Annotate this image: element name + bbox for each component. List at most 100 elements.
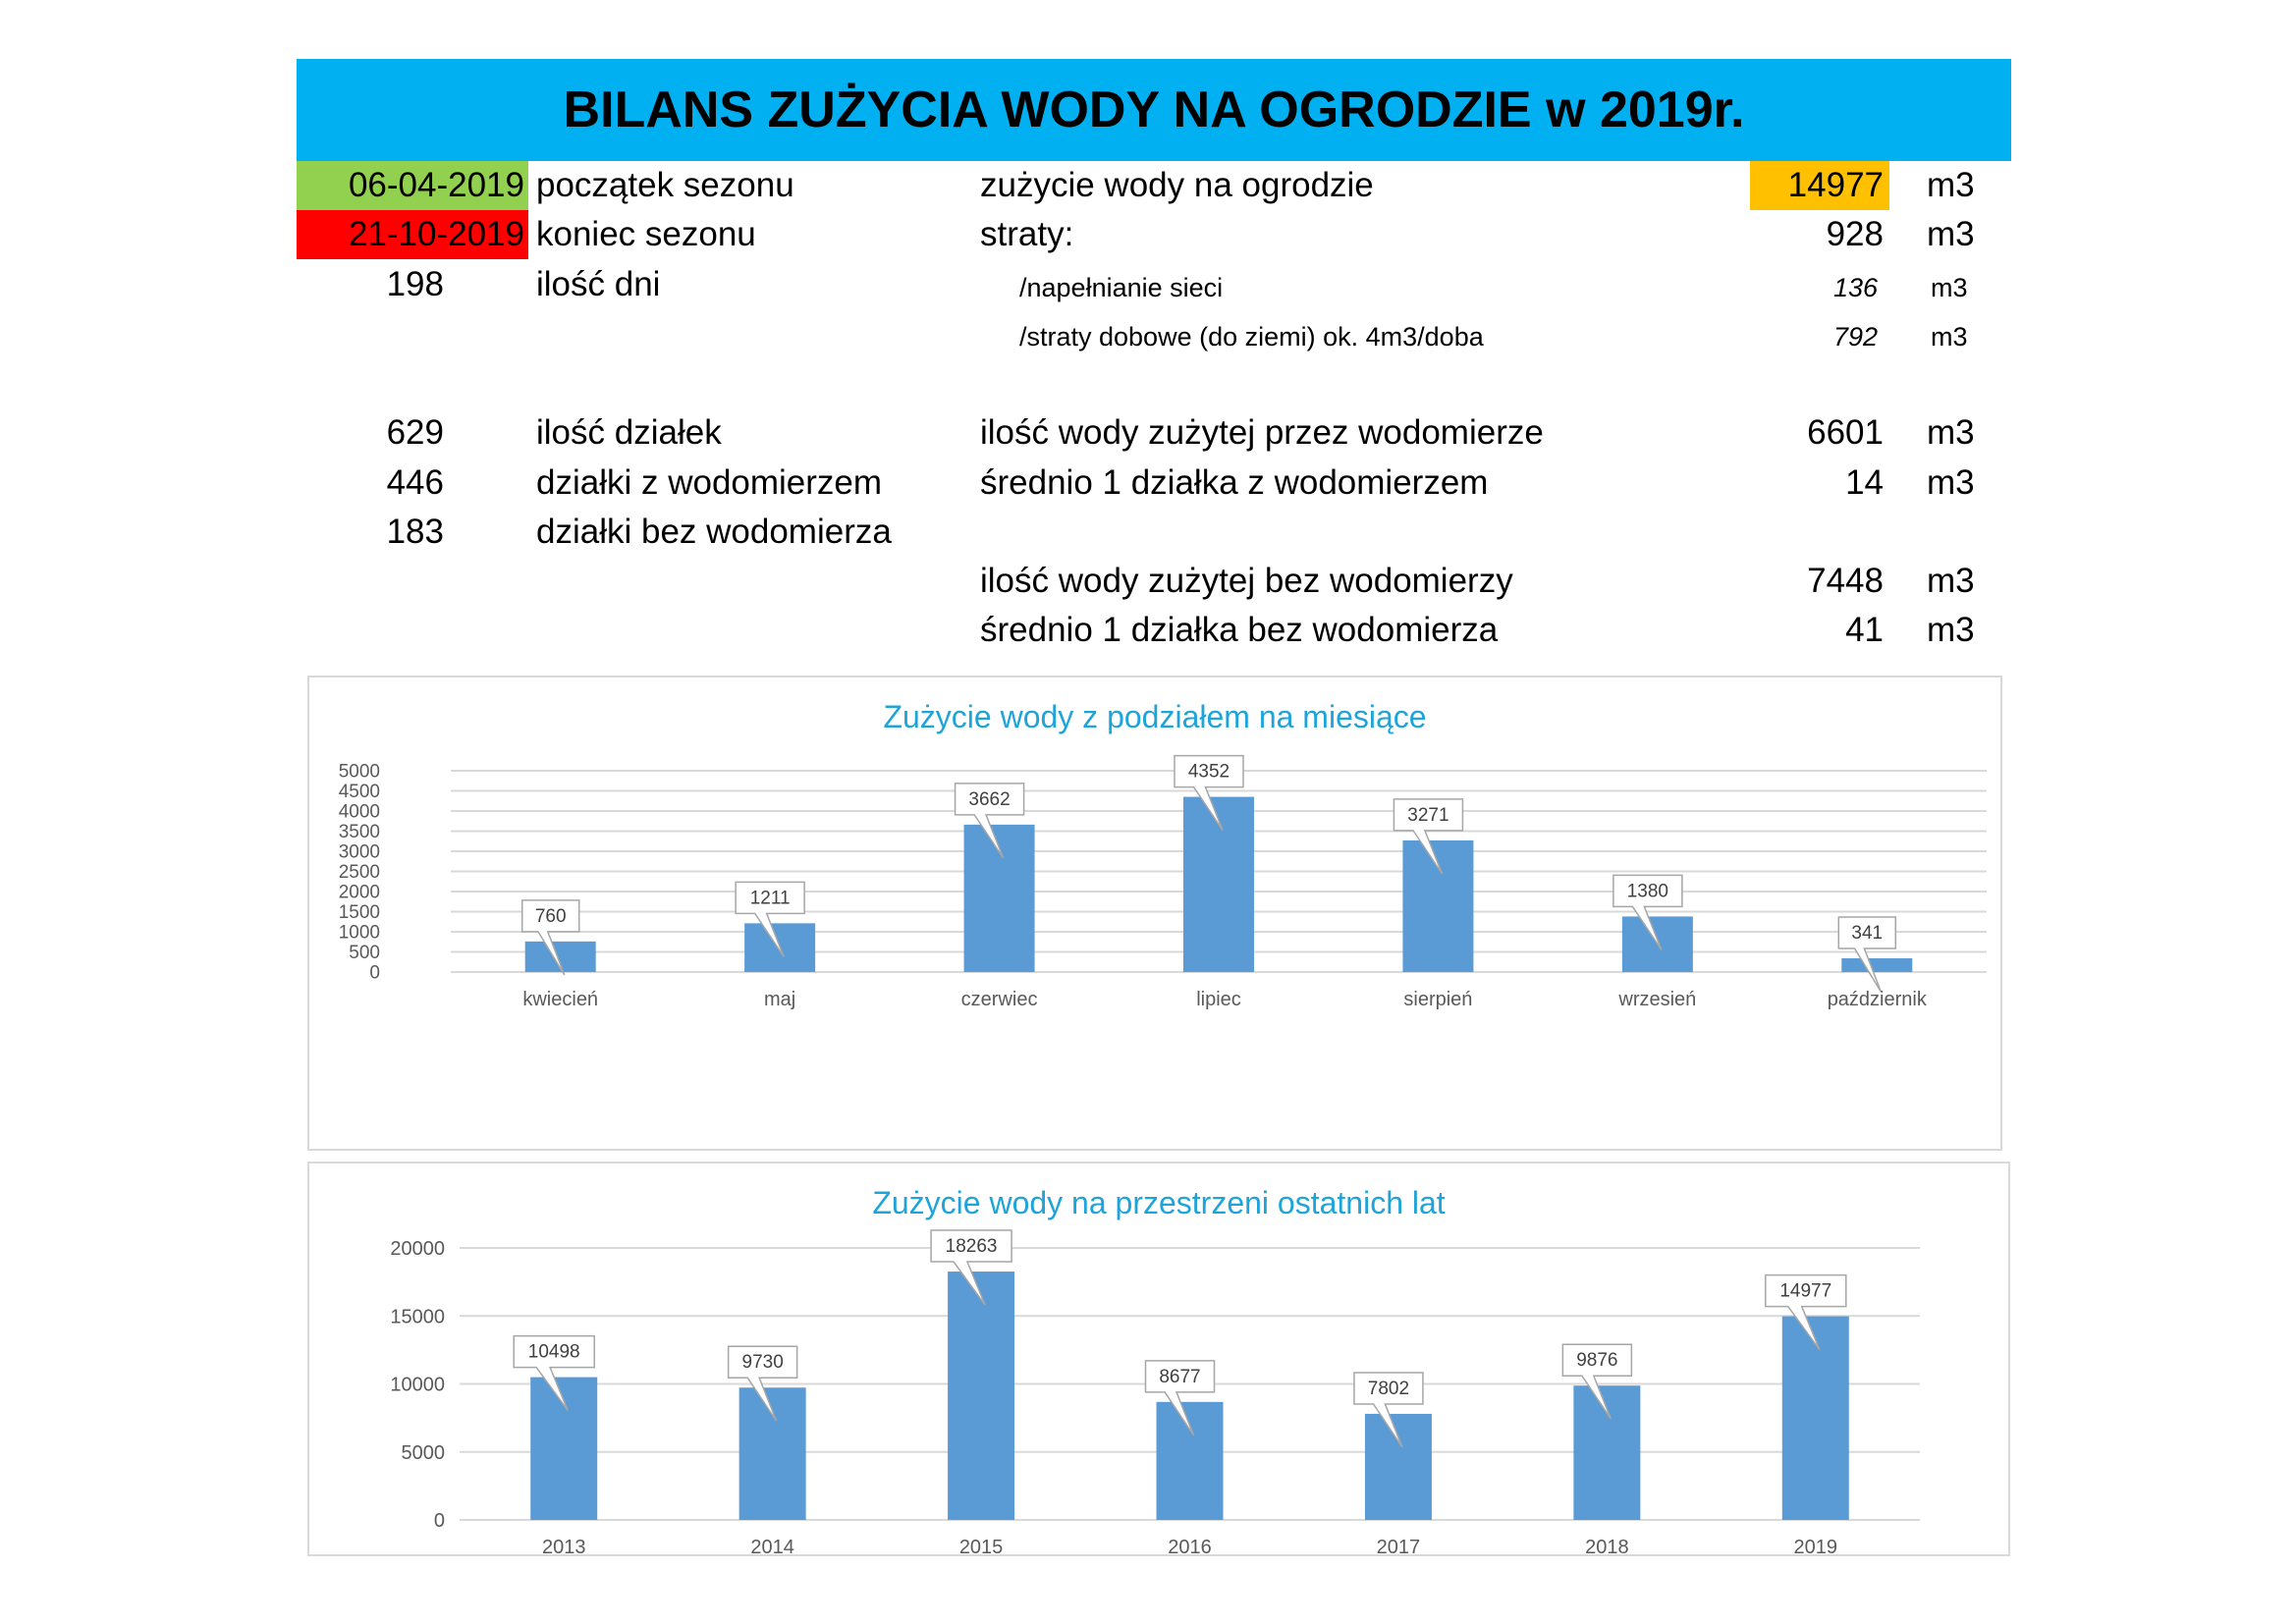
yearly-bar [1364,1413,1432,1520]
monthly-chart-title: Zużycie wody z podziałem na miesiące [883,699,1427,734]
avg-no-meter-label: średnio 1 działka bez wodomierza [980,611,1499,649]
monthly-category-label: wrzesień [1617,989,1696,1010]
yearly-category-label: 2013 [542,1537,586,1558]
monthly-data-label: 3271 [1407,805,1449,826]
monthly-data-label-callout [735,881,805,957]
yearly-y-tick-label: 15000 [390,1306,445,1327]
monthly-chart: Zużycie wody z podziałem na miesiące 0 50… [307,676,2002,1151]
yearly-data-label-callout [1765,1273,1847,1351]
monthly-y-tick-label: 5000 [339,762,380,783]
yearly-bar [738,1387,806,1520]
monthly-y-tick-label: 3500 [339,822,380,842]
yearly-category-label: 2014 [750,1537,794,1558]
losses-label: straty: [980,215,1074,253]
monthly-data-label-callout [1613,874,1683,950]
yearly-chart-title: Zużycie wody na przestrzeni ostatnich la… [872,1185,1446,1220]
yearly-category-label: 2018 [1585,1537,1629,1558]
daily-loss-value: 792 [1832,322,1878,352]
daily-loss-unit: m3 [1931,322,1968,352]
no-meters-usage-value: 7448 [1807,562,1884,600]
season-start-date: 06-04-2019 [297,161,528,210]
losses-value: 928 [1826,215,1884,253]
monthly-y-tick-label: 4500 [339,782,380,802]
yearly-chart-plot: 0 5000 10000 15000 20000 10498 2013 9730 2014 182… [390,1229,1920,1558]
monthly-data-label-callout [1393,798,1464,875]
meters-usage-label: ilość wody zużytej przez wodomierze [980,413,1544,452]
yearly-data-label-callout [513,1334,595,1412]
monthly-data-label: 341 [1851,923,1883,944]
fill-loss-unit: m3 [1931,273,1968,302]
avg-no-meter-value: 41 [1845,611,1884,649]
yearly-y-tick-label: 20000 [390,1238,445,1260]
monthly-category-label: lipiec [1196,989,1241,1010]
season-end-date: 21-10-2019 [297,210,528,259]
yearly-category-label: 2016 [1168,1537,1212,1558]
usage-total-unit: m3 [1927,166,1975,204]
meters-usage-value: 6601 [1807,413,1884,452]
avg-meter-unit: m3 [1927,463,1975,502]
season-start-label: początek sezonu [536,166,794,204]
yearly-bar [1156,1401,1224,1520]
daily-loss-label: /straty dobowe (do ziemi) ok. 4m3/doba [1019,322,1484,352]
monthly-data-label-callout [520,899,580,976]
monthly-y-tick-label: 3000 [339,842,380,863]
fill-loss-value: 136 [1832,273,1878,302]
plots-without-meter-label: działki bez wodomierza [536,513,892,551]
losses-unit: m3 [1927,215,1975,253]
plots-total-value: 629 [386,413,444,452]
yearly-data-label-callout [1144,1360,1216,1436]
yearly-data-label: 18263 [946,1236,998,1257]
avg-meter-label: średnio 1 działka z wodomierzem [980,463,1489,502]
monthly-data-label-callout [1837,916,1897,993]
yearly-data-label-callout [1353,1372,1424,1448]
monthly-data-label: 3662 [968,789,1010,810]
avg-meter-value: 14 [1845,463,1884,502]
yearly-y-tick-label: 5000 [402,1442,446,1464]
yearly-category-label: 2017 [1377,1537,1421,1558]
yearly-data-label: 9876 [1576,1350,1617,1371]
yearly-bar [948,1272,1015,1520]
yearly-data-label: 7802 [1368,1379,1409,1399]
meters-usage-unit: m3 [1927,413,1975,452]
monthly-bar [1841,958,1913,972]
monthly-category-label: czerwiec [961,989,1038,1010]
yearly-data-label-callout [1561,1343,1633,1420]
monthly-y-tick-label: 4000 [339,802,380,823]
usage-total-value: 14977 [1750,161,1889,210]
no-meters-usage-label: ilość wody zużytej bez wodomierzy [980,562,1513,600]
no-meters-usage-unit: m3 [1927,562,1975,600]
monthly-data-label-callout [1174,754,1244,831]
plots-with-meter-label: działki z wodomierzem [536,463,883,502]
monthly-y-tick-label: 1000 [339,923,380,944]
yearly-bar [530,1377,598,1520]
monthly-category-label: sierpień [1403,989,1472,1010]
monthly-data-label: 760 [535,906,567,927]
page-title: BILANS ZUŻYCIA WODY NA OGRODZIE w 2019r. [297,59,2011,161]
monthly-chart-plot: 0500100015002000250030003500400045005000… [339,754,1987,1010]
season-end-label: koniec sezonu [536,215,756,253]
monthly-data-label-callout [954,783,1025,859]
yearly-chart: Zużycie wody na przestrzeni ostatnich la… [307,1162,2010,1558]
yearly-bar [1573,1385,1641,1520]
monthly-y-tick-label: 500 [349,943,380,963]
monthly-data-label: 4352 [1188,762,1230,783]
monthly-data-label: 1211 [750,888,791,908]
monthly-category-label: październik [1828,989,1928,1010]
usage-total-label: zużycie wody na ogrodzie [980,166,1374,204]
season-days-value: 198 [386,265,444,303]
monthly-y-tick-label: 2000 [339,883,380,903]
plots-with-meter-value: 446 [386,463,444,502]
plots-total-label: ilość działek [536,413,722,452]
monthly-y-tick-label: 2500 [339,862,380,883]
monthly-data-label: 1380 [1627,881,1668,901]
plots-without-meter-value: 183 [386,513,444,551]
monthly-bar [1183,796,1254,972]
yearly-data-label-callout [930,1229,1012,1306]
yearly-data-label: 10498 [528,1342,580,1363]
yearly-y-tick-label: 10000 [390,1375,445,1396]
yearly-data-label: 8677 [1159,1367,1200,1387]
yearly-category-label: 2019 [1794,1537,1838,1558]
yearly-category-label: 2015 [959,1537,1004,1558]
avg-no-meter-unit: m3 [1927,611,1975,649]
yearly-data-label: 9730 [742,1352,784,1373]
